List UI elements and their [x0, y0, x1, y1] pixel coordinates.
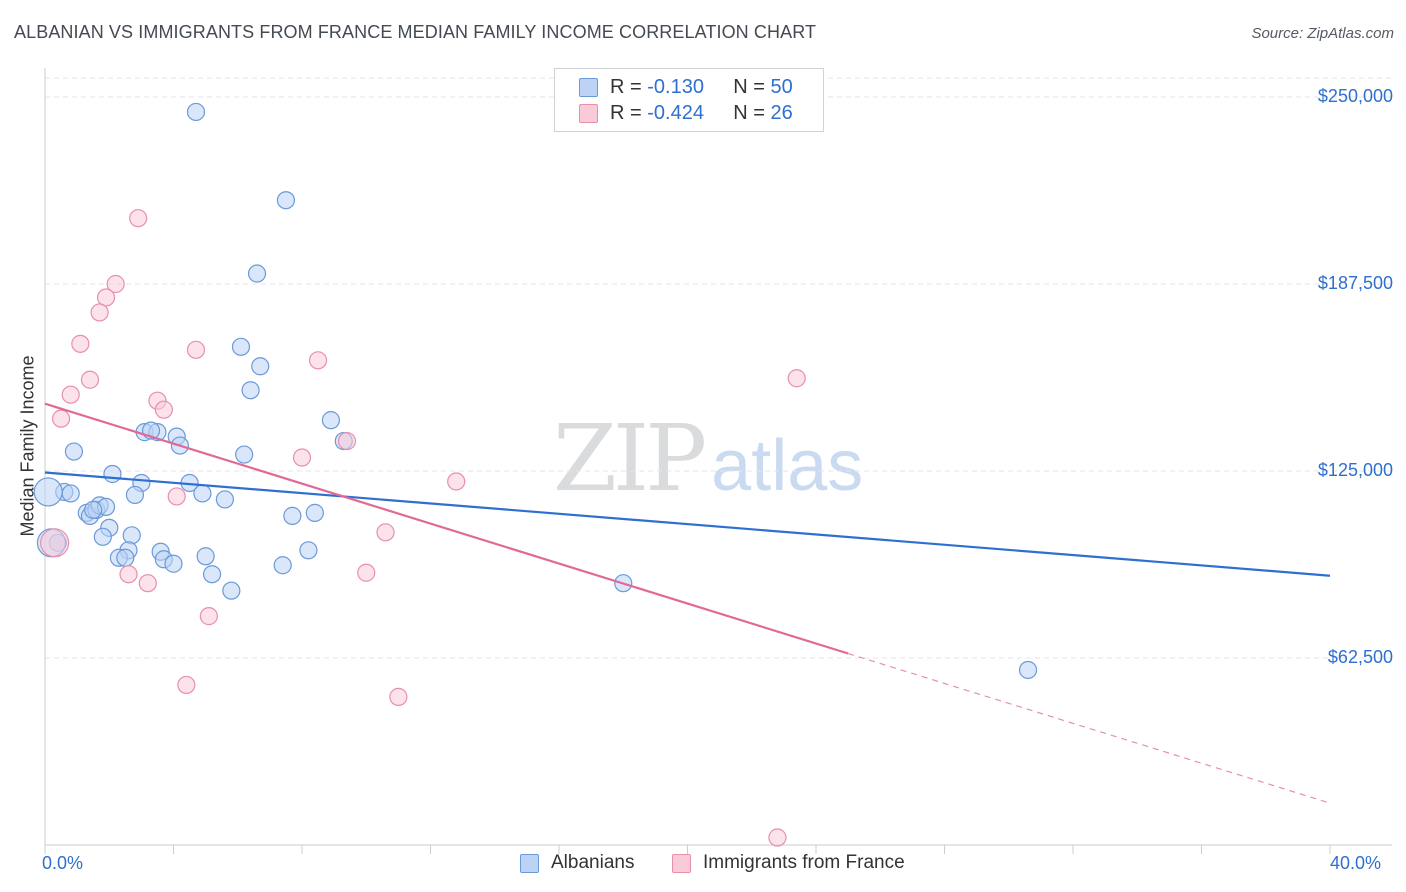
- france-point: [199, 607, 218, 626]
- legend-row-france: R = -0.424 N = 26: [579, 101, 793, 125]
- y-tick-label: $187,500: [1317, 273, 1393, 293]
- france-point: [61, 385, 80, 404]
- france-point: [177, 675, 196, 695]
- france-point: [389, 687, 408, 706]
- france-point: [292, 448, 312, 467]
- y-tick-label: $125,000: [1317, 460, 1393, 480]
- france-point: [80, 370, 100, 389]
- albanians-point: [305, 503, 324, 522]
- albanians-point: [1018, 660, 1038, 680]
- legend-n-value: 26: [770, 101, 793, 124]
- france-point: [90, 303, 109, 322]
- watermark: ZIP atlas: [553, 405, 863, 512]
- albanians-point: [241, 381, 260, 400]
- france-point: [787, 369, 806, 388]
- correlation-legend: R = -0.130 N = 50 R = -0.424 N = 26: [554, 68, 824, 132]
- albanians-point: [93, 527, 112, 546]
- albanians-point: [215, 490, 234, 509]
- albanians-trend-line: [44, 471, 1331, 577]
- albanians-point: [103, 464, 122, 484]
- france-point: [357, 563, 376, 582]
- chart-title: ALBANIAN VS IMMIGRANTS FROM FRANCE MEDIA…: [14, 22, 817, 42]
- france-point: [308, 351, 328, 370]
- albanians-point: [273, 556, 292, 575]
- x-tick-label-min: 0.0%: [42, 853, 84, 873]
- france-point: [129, 209, 148, 228]
- france-point: [119, 565, 138, 584]
- france-point: [376, 523, 395, 542]
- legend-label-albanians: Albanians: [551, 852, 635, 873]
- france-point: [96, 288, 116, 307]
- albanians-point: [299, 541, 318, 560]
- albanians-point: [122, 526, 141, 545]
- legend-row-albanians: R = -0.130 N = 50: [579, 75, 793, 99]
- legend-swatch-blue: [579, 77, 598, 97]
- albanians-point: [84, 500, 103, 519]
- legend-n-value: 50: [770, 75, 793, 98]
- albanians-point: [61, 484, 80, 503]
- y-tick-label: $62,500: [1327, 647, 1393, 667]
- albanians-point: [193, 484, 212, 503]
- france-point: [51, 409, 71, 428]
- france-trend-line: [44, 402, 849, 655]
- albanians-point: [231, 337, 251, 356]
- albanians-point: [116, 548, 135, 567]
- albanians-point: [64, 442, 84, 461]
- legend-r-label: R =: [610, 101, 642, 124]
- legend-swatch-blue: [520, 853, 539, 873]
- albanians-point: [202, 565, 222, 584]
- france-point: [167, 487, 186, 506]
- series-legend: Albanians Immigrants from France: [0, 852, 1406, 878]
- x-tick-label-max: 40.0%: [1330, 853, 1382, 873]
- albanians-point: [321, 411, 341, 430]
- france-point: [154, 400, 173, 419]
- france-point: [447, 472, 466, 491]
- albanians-point: [186, 102, 206, 122]
- legend-r-value: -0.130: [647, 75, 704, 98]
- france-point: [40, 528, 70, 558]
- watermark-zip: ZIP: [553, 405, 707, 512]
- albanians-point: [276, 191, 296, 210]
- albanians-point: [251, 357, 270, 376]
- legend-r-value: -0.424: [647, 101, 704, 124]
- albanians-point: [164, 554, 183, 573]
- albanians-point: [33, 477, 63, 507]
- france-point: [768, 828, 787, 847]
- albanians-point: [196, 547, 215, 566]
- france-trend-line-extension: [847, 652, 1331, 804]
- legend-label-france: Immigrants from France: [703, 852, 905, 873]
- legend-item-france[interactable]: Immigrants from France: [672, 852, 905, 874]
- albanians-point: [125, 485, 145, 505]
- france-point: [337, 431, 357, 451]
- legend-n-label: N =: [733, 75, 765, 98]
- albanians-point: [283, 506, 302, 525]
- france-point: [186, 340, 206, 359]
- legend-n-label: N =: [733, 101, 765, 124]
- france-point: [71, 334, 90, 353]
- source-label: Source: ZipAtlas.com: [1251, 25, 1394, 42]
- y-axis-title: Median Family Income: [17, 355, 38, 537]
- albanians-point: [247, 264, 267, 283]
- france-point: [138, 574, 157, 593]
- france-point: [106, 274, 125, 294]
- albanians-point: [222, 581, 241, 600]
- watermark-atlas: atlas: [711, 426, 864, 506]
- legend-item-albanians[interactable]: Albanians: [520, 852, 634, 874]
- legend-r-label: R =: [610, 75, 642, 98]
- legend-swatch-pink: [672, 853, 691, 873]
- albanians-point: [235, 445, 254, 464]
- legend-swatch-pink: [579, 103, 598, 123]
- y-tick-label: $250,000: [1317, 86, 1393, 106]
